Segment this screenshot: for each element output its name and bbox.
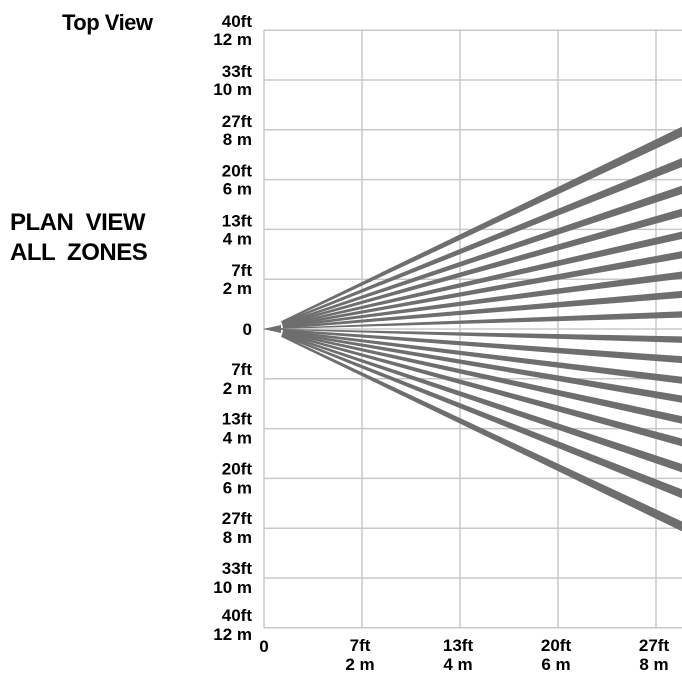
x-tick-label-ft: 13ft [443, 636, 474, 655]
x-origin-label: 0 [259, 637, 268, 656]
subtitle-line-1: PLAN VIEW [10, 209, 146, 236]
y-tick-label-ft: 40ft [222, 606, 253, 625]
detection-beam-17 [281, 334, 682, 499]
diagram-subtitle: PLAN VIEW ALL ZONES [10, 208, 148, 268]
y-tick-label-m: 6 m [223, 180, 252, 199]
detection-beam-18 [281, 335, 682, 532]
detection-beam-14 [282, 331, 682, 424]
y-tick-label-m: 4 m [223, 429, 252, 448]
y-tick-label-m: 12 m [213, 30, 252, 49]
detection-beam-7 [282, 271, 682, 328]
x-tick-label-m: 8 m [639, 655, 668, 674]
y-tick-label-m: 6 m [223, 478, 252, 497]
detection-beam-5 [282, 231, 682, 327]
detection-beam-15 [282, 332, 682, 447]
x-tick-label-m: 6 m [541, 655, 570, 674]
y-tick-label-ft: 40ft [222, 12, 253, 31]
detection-beam-2 [281, 158, 682, 324]
detection-beams [263, 126, 682, 532]
detection-beam-16 [281, 333, 682, 473]
detection-beam-10 [277, 328, 682, 343]
y-tick-label-ft: 7ft [231, 360, 252, 379]
y-tick-label-m: 8 m [223, 130, 252, 149]
y-tick-label-ft: 20ft [222, 459, 253, 478]
detection-beam-6 [282, 251, 682, 328]
y-origin-label: 0 [243, 320, 252, 339]
diagram-title: Top View [62, 10, 153, 35]
y-tick-label-m: 10 m [213, 578, 252, 597]
x-tick-label-ft: 27ft [639, 636, 670, 655]
detection-beam-1 [281, 126, 682, 323]
y-tick-label-ft: 33ft [222, 62, 253, 81]
detection-beam-12 [282, 330, 682, 384]
y-tick-label-ft: 33ft [222, 559, 253, 578]
x-tick-label-m: 2 m [345, 655, 374, 674]
y-tick-label-m: 4 m [223, 229, 252, 248]
y-tick-label-ft: 27ft [222, 112, 253, 131]
y-tick-label-m: 2 m [223, 379, 252, 398]
y-tick-label-ft: 13ft [222, 211, 253, 230]
subtitle-line-2: ALL ZONES [10, 239, 148, 266]
x-tick-label-ft: 7ft [350, 636, 371, 655]
detection-beam-8 [282, 290, 682, 329]
detection-beam-9 [277, 311, 682, 329]
detection-beam-11 [282, 329, 682, 364]
detection-beam-4 [282, 208, 682, 326]
grid [263, 29, 682, 629]
x-tick-label-ft: 20ft [541, 636, 572, 655]
detection-beam-3 [281, 185, 682, 325]
y-tick-label-m: 8 m [223, 528, 252, 547]
x-tick-label-m: 4 m [443, 655, 472, 674]
sensor-marker [263, 325, 281, 333]
y-tick-label-ft: 13ft [222, 410, 253, 429]
y-tick-label-ft: 27ft [222, 509, 253, 528]
y-tick-label-ft: 7ft [231, 261, 252, 280]
y-tick-label-m: 10 m [213, 80, 252, 99]
y-tick-label-m: 12 m [213, 625, 252, 644]
y-tick-label-ft: 20ft [222, 162, 253, 181]
y-tick-label-m: 2 m [223, 279, 252, 298]
detection-beam-13 [282, 330, 682, 403]
